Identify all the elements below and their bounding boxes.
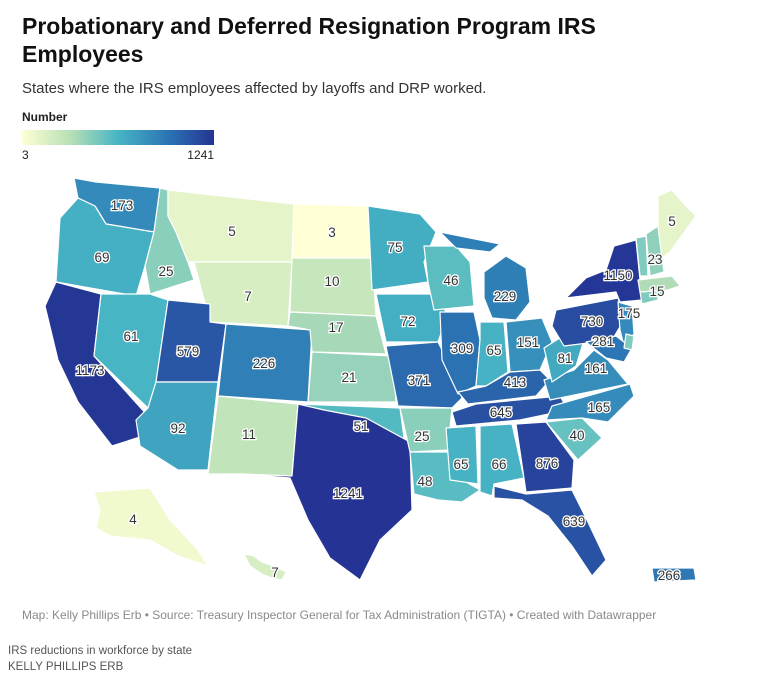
legend-min-label: 3	[22, 148, 29, 162]
state-fl[interactable]	[493, 485, 607, 577]
caption: IRS reductions in workforce by state	[8, 645, 193, 657]
value-label-wa: 173	[111, 198, 134, 213]
value-label-tn: 645	[490, 405, 513, 420]
value-label-oh: 151	[517, 335, 540, 350]
value-label-ut: 579	[177, 344, 200, 359]
value-label-ma: 15	[649, 284, 664, 299]
value-label-ne: 17	[328, 320, 343, 335]
value-label-md: 281	[592, 334, 615, 349]
value-label-ky: 413	[504, 375, 527, 390]
legend-max-label: 1241	[187, 148, 214, 162]
value-label-me: 5	[668, 214, 676, 229]
value-label-pa: 730	[581, 314, 604, 329]
state-ak[interactable]	[93, 487, 209, 567]
credit: KELLY PHILLIPS ERB	[8, 661, 124, 673]
state-az[interactable]	[135, 381, 219, 471]
value-label-az: 92	[170, 421, 185, 436]
value-label-ca: 1173	[75, 363, 104, 378]
state-md[interactable]	[585, 335, 633, 363]
value-label-va: 161	[585, 361, 608, 376]
legend-title: Number	[22, 110, 68, 124]
state-ma[interactable]	[637, 275, 681, 293]
value-label-il: 309	[451, 341, 474, 356]
value-label-wv: 81	[557, 351, 572, 366]
state-vt[interactable]	[635, 235, 649, 277]
value-label-mn: 75	[387, 240, 402, 255]
legend-color-bar	[22, 130, 214, 145]
labels-layer: 1736911732561575799222611310172151124175…	[74, 197, 681, 585]
value-label-al: 66	[491, 457, 506, 472]
state-me[interactable]	[657, 189, 697, 259]
value-label-nc: 165	[588, 400, 611, 415]
value-label-fl: 639	[563, 514, 586, 529]
value-label-mo: 371	[408, 373, 431, 388]
map-title: Probationary and Deferred Resignation Pr…	[22, 13, 596, 67]
value-label-ia: 72	[400, 314, 415, 329]
state-sc[interactable]	[545, 417, 603, 461]
state-mn[interactable]	[367, 205, 437, 291]
value-label-nj: 175	[618, 306, 641, 321]
value-label-la: 48	[417, 474, 432, 489]
value-label-ks: 21	[341, 370, 356, 385]
value-label-ga: 876	[536, 456, 559, 471]
state-ky[interactable]	[457, 369, 551, 405]
value-label-ms: 65	[453, 457, 468, 472]
state-al[interactable]	[479, 423, 525, 497]
value-label-sc: 40	[569, 428, 584, 443]
value-label-tx: 1241	[333, 486, 363, 501]
value-label-in: 65	[486, 343, 501, 358]
state-ga[interactable]	[515, 421, 575, 493]
map-subtitle: States where the IRS employees affected …	[22, 80, 487, 97]
value-label-mi: 229	[494, 289, 517, 304]
state-pr[interactable]	[651, 567, 697, 583]
source-note: Map: Kelly Phillips Erb • Source: Treasu…	[22, 608, 657, 622]
value-label-wy: 7	[244, 289, 252, 304]
state-va[interactable]	[543, 349, 629, 401]
value-label-ak: 4	[129, 512, 137, 527]
state-ms[interactable]	[445, 425, 479, 485]
value-label-nh: 23	[647, 252, 662, 267]
value-label-ar: 25	[414, 429, 429, 444]
value-label-nv: 61	[123, 329, 138, 344]
state-de[interactable]	[623, 333, 635, 351]
value-label-nd: 3	[328, 225, 336, 240]
value-label-ok: 51	[353, 419, 368, 434]
state-ks[interactable]	[307, 351, 397, 403]
value-label-or: 69	[94, 250, 109, 265]
value-label-ny: 1150	[603, 268, 632, 283]
value-label-mt: 5	[228, 224, 236, 239]
value-label-sd: 10	[324, 274, 339, 289]
value-label-nm: 11	[242, 427, 256, 442]
state-hi[interactable]	[243, 553, 287, 581]
states-layer	[44, 177, 697, 583]
value-label-co: 226	[253, 356, 276, 371]
us-state-map: 1736911732561575799222611310172151124175…	[44, 177, 697, 585]
state-nc[interactable]	[545, 383, 635, 423]
state-mi[interactable]	[439, 231, 531, 321]
value-label-id: 25	[158, 264, 173, 279]
value-label-wi: 46	[443, 273, 458, 288]
value-label-pr: 266	[658, 568, 681, 583]
value-label-hi: 7	[271, 565, 279, 580]
